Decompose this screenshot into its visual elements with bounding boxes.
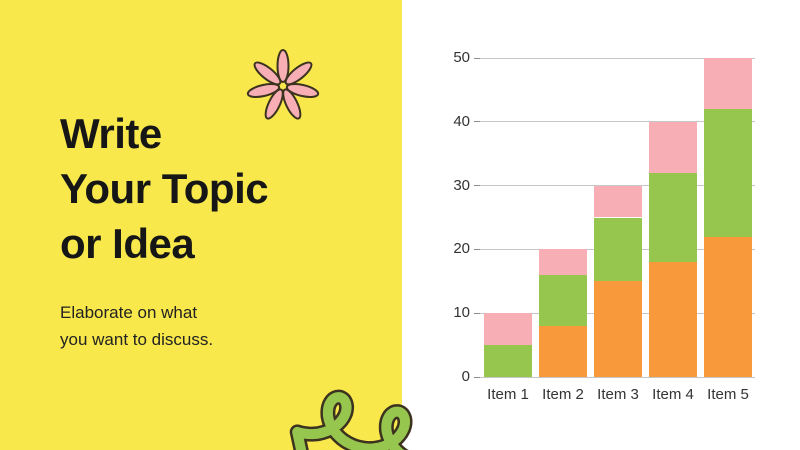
gridline-0 — [480, 376, 755, 378]
title-line-3: or Idea — [60, 220, 195, 267]
title-line-2: Your Topic — [60, 165, 269, 212]
bar-item-5-orange — [703, 236, 752, 377]
bar-item-4-pink — [648, 121, 697, 173]
y-tick-20 — [474, 248, 480, 250]
bar-item-4-orange — [648, 262, 697, 377]
slide-title: Write Your Topic or Idea — [60, 106, 269, 271]
bar-item-3-green — [593, 217, 642, 282]
subtitle-line-2: you want to discuss. — [60, 330, 214, 349]
x-axis-label: Item 3 — [597, 386, 639, 403]
bar-item-3-pink — [593, 185, 642, 218]
bar-item-4-green — [648, 172, 697, 263]
title-line-1: Write — [60, 110, 162, 157]
y-tick-0 — [474, 376, 480, 378]
bar-item-5-green — [703, 109, 752, 237]
x-axis-label: Item 1 — [487, 386, 529, 403]
y-axis-label: 20 — [453, 240, 470, 258]
bar-item-1-green — [483, 345, 532, 377]
slide-subtitle: Elaborate on what you want to discuss. — [60, 299, 213, 353]
bar-item-2-pink — [538, 249, 587, 275]
gridline-40 — [480, 121, 755, 123]
bar-item-2-green — [538, 274, 587, 326]
x-axis-label: Item 2 — [542, 386, 584, 403]
bar-item-1-pink — [483, 313, 532, 346]
bar-item-2-orange — [538, 325, 587, 377]
x-axis-label: Item 5 — [707, 386, 749, 403]
bar-item-3-orange — [593, 281, 642, 377]
y-axis-label: 0 — [461, 368, 470, 385]
gridline-50 — [480, 57, 755, 59]
y-tick-50 — [474, 57, 480, 59]
y-tick-10 — [474, 312, 480, 314]
y-axis-label: 50 — [453, 49, 470, 66]
bar-item-5-pink — [703, 58, 752, 110]
subtitle-line-1: Elaborate on what — [60, 303, 198, 322]
y-axis-label: 40 — [453, 112, 470, 130]
y-axis-label: 10 — [453, 304, 470, 322]
left-panel — [0, 0, 402, 450]
y-axis-label: 30 — [453, 176, 470, 194]
x-axis-label: Item 4 — [652, 386, 694, 403]
y-tick-30 — [474, 185, 480, 187]
y-tick-40 — [474, 121, 480, 123]
